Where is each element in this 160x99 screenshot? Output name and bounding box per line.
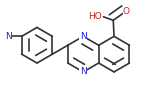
Text: N: N [5,32,12,41]
Text: N: N [80,32,87,41]
Text: N: N [80,67,87,76]
Text: O: O [123,7,130,16]
Text: HO: HO [88,12,102,21]
